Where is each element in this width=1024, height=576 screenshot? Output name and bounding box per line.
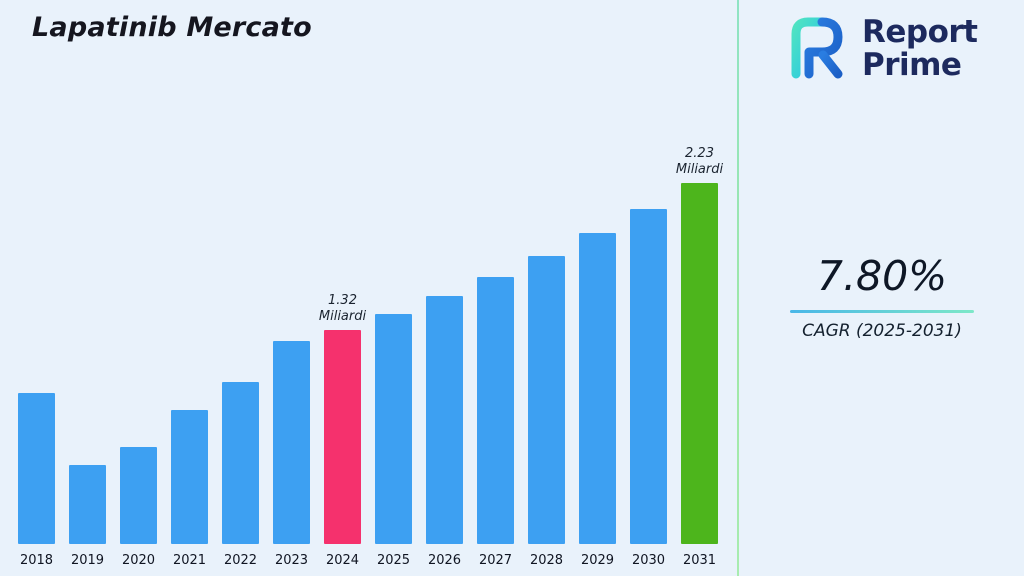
bar-value-label: 2.23 Miliardi <box>675 145 724 177</box>
x-tick-label: 2021 <box>172 553 207 568</box>
bar-2030 <box>630 209 667 544</box>
x-tick-label: 2031 <box>682 553 717 568</box>
bar-slot: 2021 <box>171 410 208 568</box>
brand-name-line2: Prime <box>862 47 962 83</box>
bar-2019 <box>69 465 106 544</box>
bar-slot: 2018 <box>18 393 55 568</box>
x-tick-label: 2020 <box>121 553 156 568</box>
bar-value-label: 1.32 Miliardi <box>318 292 367 324</box>
bar-slot: 2026 <box>426 296 463 568</box>
x-tick-label: 2025 <box>376 553 411 568</box>
bar-2018 <box>18 393 55 544</box>
x-tick-label: 2028 <box>529 553 564 568</box>
brand-name-line1: Report <box>862 13 978 50</box>
cagr-panel: 7.80% CAGR (2025-2031) <box>762 252 1002 341</box>
bar-slot: 2028 <box>528 256 565 568</box>
x-tick-label: 2029 <box>580 553 615 568</box>
brand-name: Report Prime <box>862 13 978 83</box>
brand-logo: Report Prime <box>776 8 978 90</box>
vertical-divider <box>737 0 739 576</box>
bar-slot: 2027 <box>477 277 514 568</box>
bar-2022 <box>222 382 259 544</box>
bar-slot: 2.23 Miliardi 2031 <box>676 146 723 569</box>
x-tick-label: 2022 <box>223 553 258 568</box>
bar-chart: 2018 2019 2020 2021 2022 2023 1.32 Miliardi 202… <box>18 146 723 569</box>
bar-2026 <box>426 296 463 544</box>
x-tick-label: 2024 <box>325 553 360 568</box>
bar-2031 <box>681 183 718 544</box>
x-tick-label: 2023 <box>274 553 309 568</box>
bar-2023 <box>273 341 310 544</box>
chart-title: Lapatinib Mercato <box>32 12 312 43</box>
cagr-value: 7.80% <box>816 252 948 300</box>
bar-2029 <box>579 233 616 544</box>
x-tick-label: 2030 <box>631 553 666 568</box>
cagr-label: CAGR (2025-2031) <box>802 321 962 341</box>
bar-slot: 2022 <box>222 382 259 568</box>
bar-slot: 2020 <box>120 447 157 568</box>
bar-2020 <box>120 447 157 544</box>
x-tick-label: 2026 <box>427 553 462 568</box>
bar-2028 <box>528 256 565 544</box>
bar-slot: 2025 <box>375 314 412 568</box>
bar-slot: 1.32 Miliardi 2024 <box>319 293 366 569</box>
bar-slot: 2019 <box>69 465 106 568</box>
bar-2025 <box>375 314 412 544</box>
report-prime-logo-icon <box>776 8 854 90</box>
bar-2021 <box>171 410 208 544</box>
x-tick-label: 2018 <box>19 553 54 568</box>
x-tick-label: 2019 <box>70 553 105 568</box>
cagr-underline <box>790 310 974 313</box>
bar-slot: 2029 <box>579 233 616 568</box>
bar-slot: 2030 <box>630 209 667 568</box>
bar-slot: 2023 <box>273 341 310 568</box>
x-tick-label: 2027 <box>478 553 513 568</box>
bar-2027 <box>477 277 514 544</box>
bar-2024 <box>324 330 361 544</box>
